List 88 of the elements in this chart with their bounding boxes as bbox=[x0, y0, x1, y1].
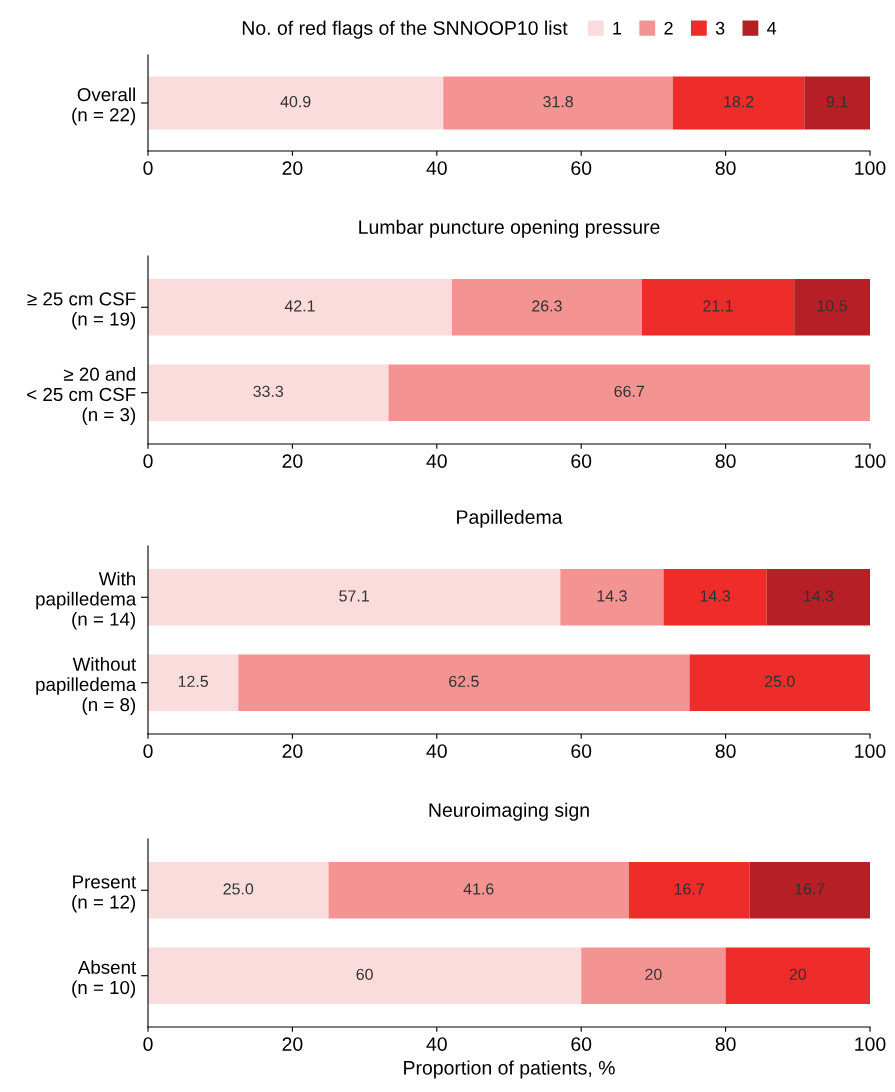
legend-label: 4 bbox=[767, 21, 777, 35]
x-tick-label: 40 bbox=[426, 744, 447, 758]
y-tick-label: Overall (n = 22) bbox=[72, 87, 136, 126]
y-tick-label: ≥ 20 and < 25 cm CSF (n = 3) bbox=[27, 367, 136, 425]
data-label: 40.9 bbox=[280, 95, 311, 108]
legend-title: No. of red flags of the SNNOOP10 list bbox=[242, 20, 568, 39]
data-label: 14.3 bbox=[804, 590, 834, 602]
chart-title: Neuroimaging sign bbox=[429, 802, 589, 821]
chart-title: Papilledema bbox=[457, 509, 563, 528]
x-tick-label: 80 bbox=[715, 454, 736, 468]
data-label: 60 bbox=[356, 968, 373, 981]
data-label: 25.0 bbox=[765, 675, 795, 688]
bar bbox=[641, 279, 795, 336]
data-label: 18.2 bbox=[724, 95, 754, 108]
data-label: 16.7 bbox=[795, 883, 825, 895]
data-label: 21.1 bbox=[703, 300, 733, 312]
y-tick-label: ≥ 25 cm CSF (n = 19) bbox=[27, 292, 136, 330]
bar bbox=[766, 569, 870, 626]
bar bbox=[804, 76, 870, 130]
data-label: 66.7 bbox=[614, 385, 644, 398]
legend-label: 3 bbox=[715, 21, 725, 35]
x-tick-label: 0 bbox=[143, 161, 153, 175]
data-label: 57.1 bbox=[339, 590, 369, 602]
x-tick-label: 40 bbox=[426, 454, 447, 468]
bar bbox=[560, 569, 664, 626]
x-tick-label: 20 bbox=[282, 1037, 303, 1051]
bar bbox=[148, 364, 389, 421]
data-label: 33.3 bbox=[253, 385, 284, 398]
bar bbox=[451, 279, 642, 336]
x-tick-label: 60 bbox=[571, 454, 592, 468]
data-label: 25.0 bbox=[223, 883, 254, 895]
data-label: 20 bbox=[645, 968, 662, 981]
x-tick-label: 20 bbox=[282, 744, 303, 758]
x-tick-label: 60 bbox=[571, 744, 592, 758]
legend-label: 2 bbox=[664, 21, 673, 35]
data-label: 10.5 bbox=[817, 300, 847, 312]
x-tick-label: 60 bbox=[571, 161, 592, 175]
bar bbox=[663, 569, 767, 626]
data-label: 62.5 bbox=[449, 675, 479, 688]
y-tick-label: Without papilledema (n = 8) bbox=[36, 657, 137, 715]
y-tick-label: Absent (n = 10) bbox=[72, 960, 137, 998]
bar bbox=[689, 654, 870, 711]
bar bbox=[725, 947, 870, 1004]
x-tick-label: 100 bbox=[855, 161, 886, 175]
data-label: 20 bbox=[789, 968, 807, 981]
data-label: 14.3 bbox=[700, 590, 730, 602]
data-label: 26.3 bbox=[532, 300, 562, 312]
data-label: 14.3 bbox=[597, 590, 627, 602]
legend-label: 1 bbox=[613, 21, 622, 35]
data-label: 31.8 bbox=[543, 95, 573, 108]
data-label: 9.1 bbox=[826, 95, 848, 108]
bar bbox=[443, 76, 673, 130]
x-tick-label: 80 bbox=[715, 1037, 736, 1051]
bar bbox=[672, 76, 805, 130]
bar bbox=[148, 569, 561, 626]
x-tick-label: 40 bbox=[426, 161, 447, 175]
data-label: 41.6 bbox=[463, 883, 494, 895]
y-tick-label: Present (n = 12) bbox=[72, 875, 137, 913]
x-tick-label: 0 bbox=[143, 454, 153, 468]
chart-title: Lumbar puncture opening pressure bbox=[359, 219, 660, 238]
x-tick-label: 40 bbox=[426, 1037, 447, 1051]
bar bbox=[628, 862, 750, 919]
x-tick-label: 0 bbox=[143, 744, 153, 758]
bar bbox=[749, 862, 870, 919]
x-tick-label: 100 bbox=[855, 1037, 886, 1051]
bar bbox=[148, 947, 582, 1004]
x-tick-label: 100 bbox=[855, 744, 886, 758]
bar bbox=[148, 654, 239, 711]
x-tick-label: 0 bbox=[143, 1037, 153, 1051]
x-tick-label: 20 bbox=[282, 454, 303, 468]
bar bbox=[238, 654, 690, 711]
x-tick-label: 60 bbox=[571, 1037, 592, 1051]
data-label: 42.1 bbox=[284, 300, 315, 312]
x-tick-label: 100 bbox=[855, 454, 886, 468]
y-tick-label: With papilledema (n = 14) bbox=[36, 571, 137, 630]
bar bbox=[148, 862, 329, 919]
data-label: 16.7 bbox=[674, 883, 704, 895]
x-axis-title: Proportion of patients, % bbox=[404, 1060, 615, 1079]
x-tick-label: 20 bbox=[282, 161, 303, 175]
bar bbox=[581, 947, 726, 1004]
data-label: 12.5 bbox=[178, 675, 208, 688]
x-tick-label: 80 bbox=[715, 161, 736, 175]
x-tick-label: 80 bbox=[715, 744, 736, 758]
bar bbox=[328, 862, 629, 919]
bar bbox=[794, 279, 870, 336]
bar bbox=[388, 364, 870, 421]
bar bbox=[148, 279, 452, 336]
bar bbox=[148, 76, 444, 130]
